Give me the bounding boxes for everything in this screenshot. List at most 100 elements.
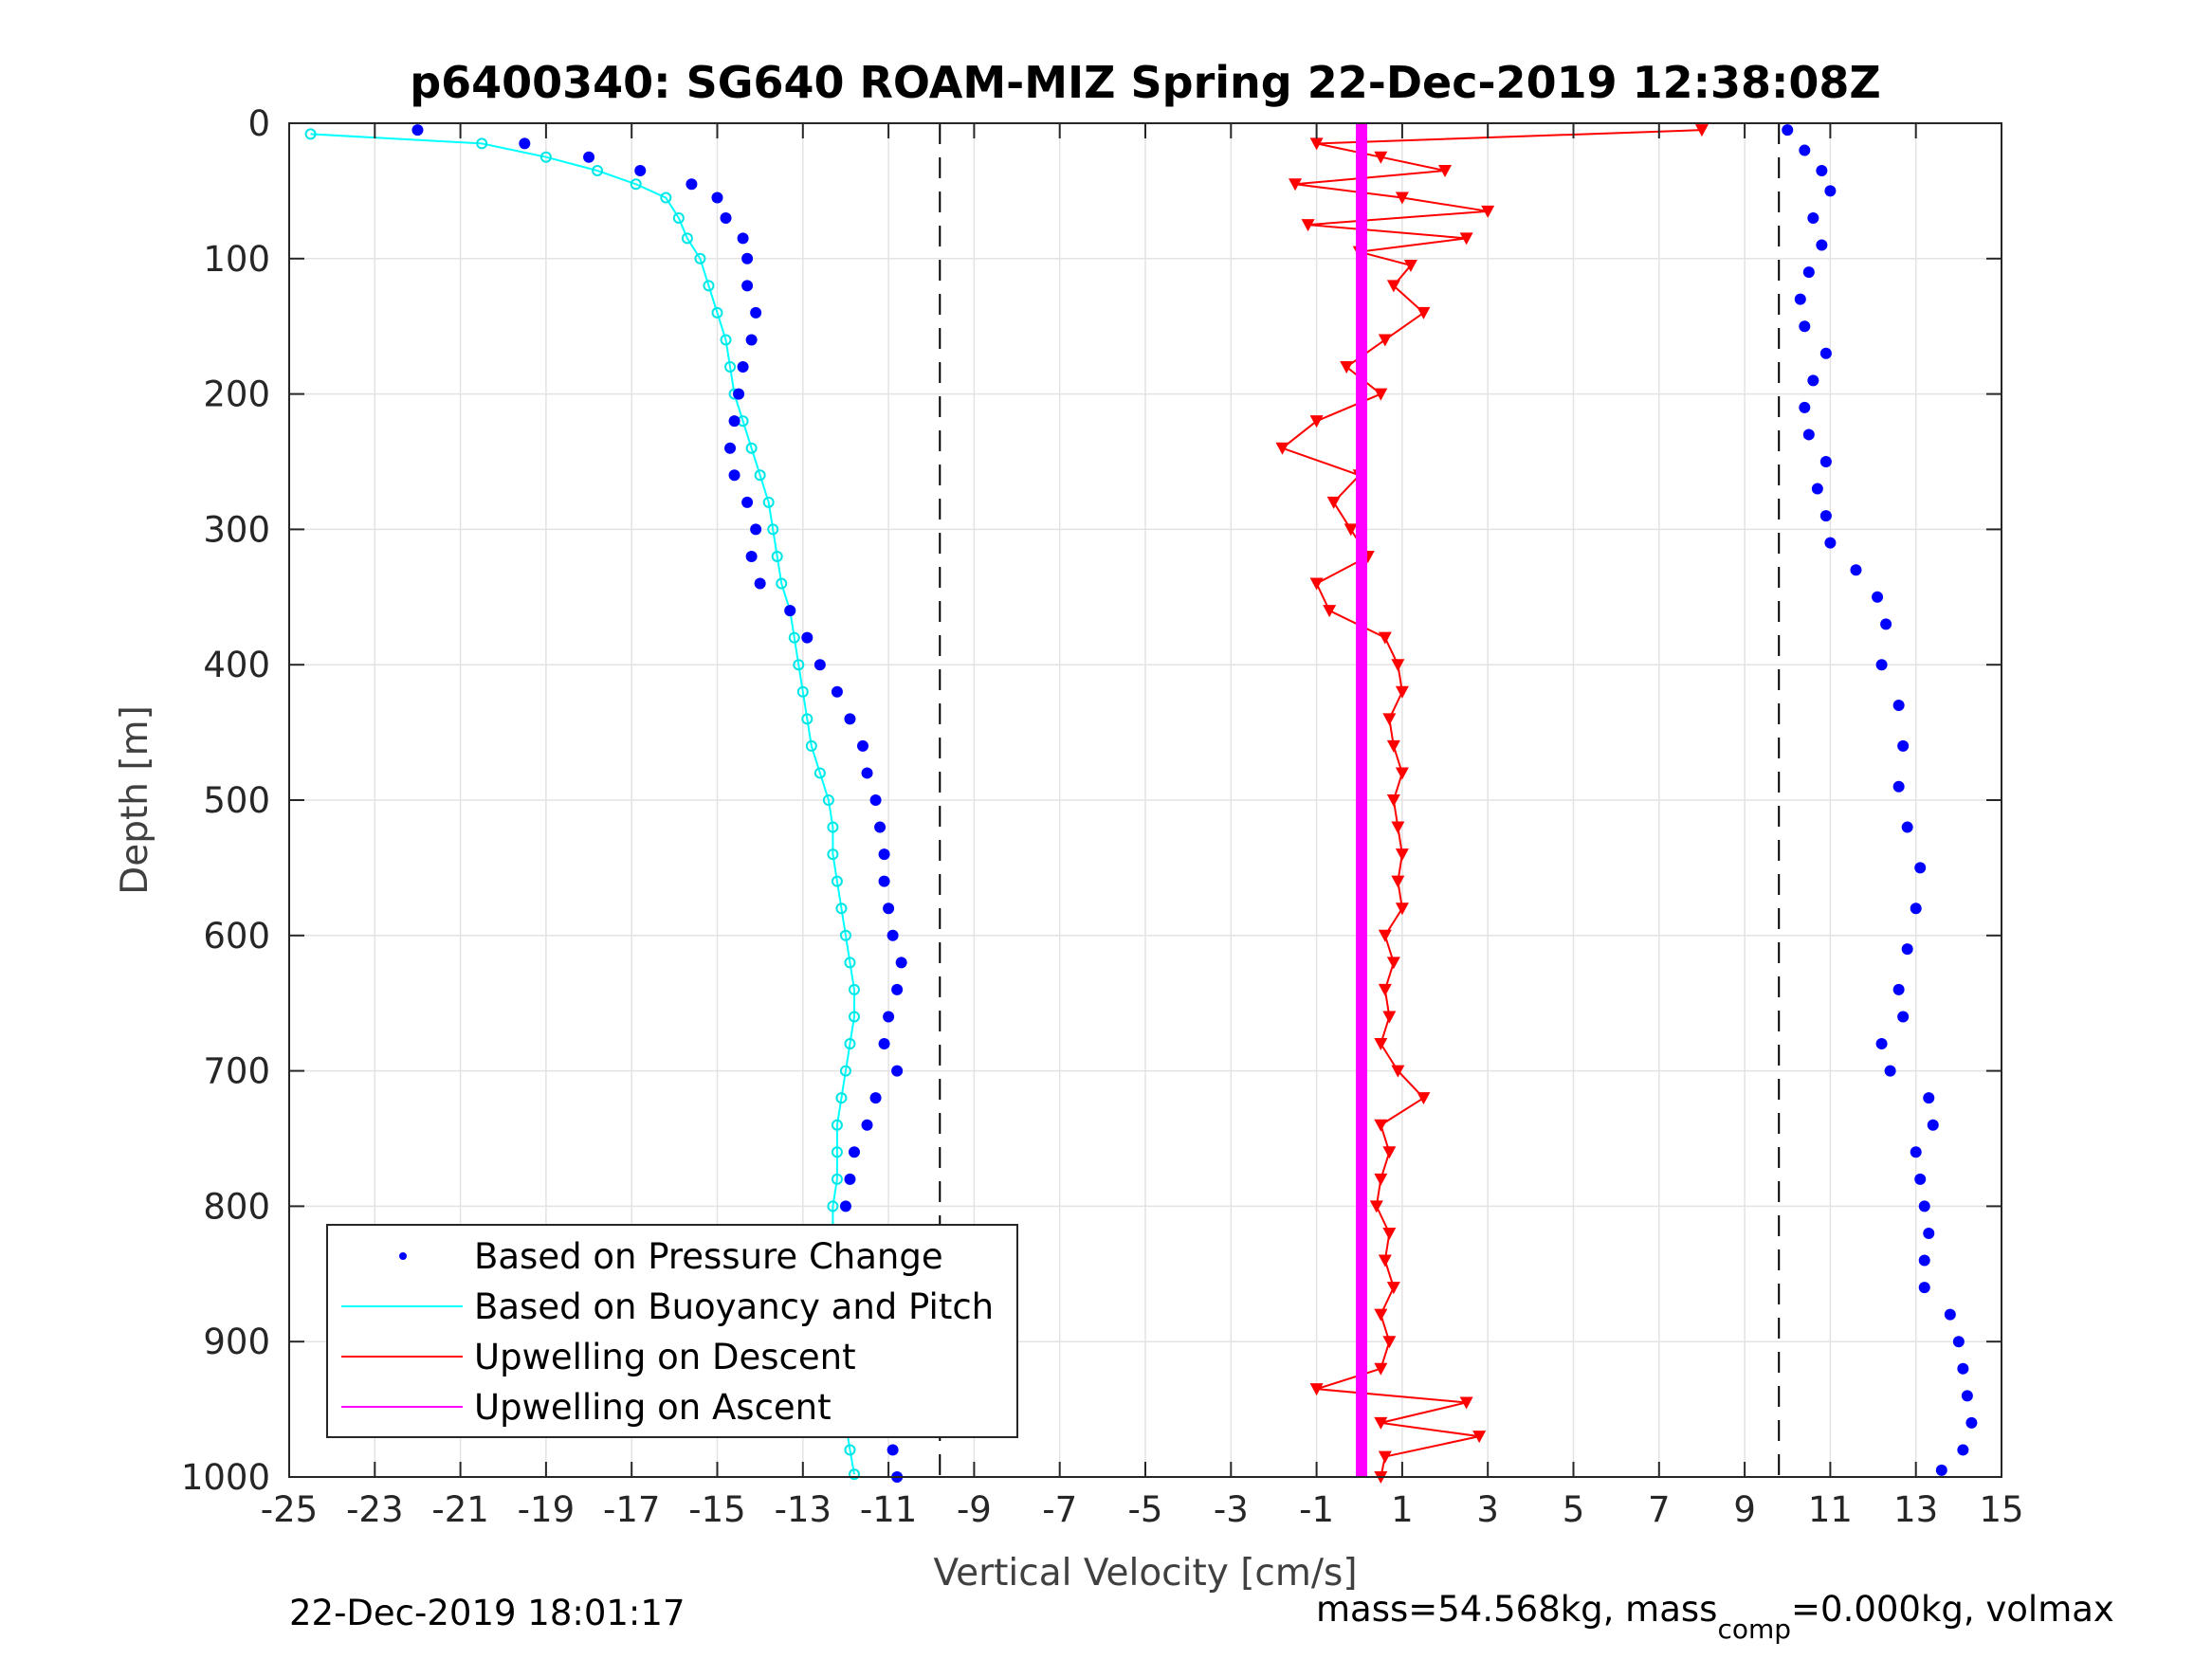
pressure-ascent-point [1794, 293, 1806, 305]
footer-mass-part2: =0.000kg, volmax [1791, 1589, 2114, 1630]
buoyancy-pitch-point [801, 713, 814, 725]
upwelling-descent-line [1280, 129, 1702, 1478]
upwelling-descent-point [1395, 848, 1409, 862]
pressure-descent-point [728, 415, 740, 428]
x-tick-labels: -25 -23 -21 -19 -17 -15 -13 -11 -9 -7 -5 -3 -1 1 3 5 7 9 1… [261, 1489, 2024, 1530]
pressure-descent-point [891, 1065, 904, 1077]
pressure-ascent-point [1901, 943, 1913, 956]
legend: Based on Pressure Change Based on Buoyan… [326, 1224, 1018, 1438]
pressure-ascent-point [1957, 1362, 1969, 1375]
pressure-descent-point [784, 605, 796, 617]
pressure-descent-point [741, 496, 754, 508]
pressure-ascent-point [1897, 739, 1910, 752]
x-tick-label: -15 [688, 1489, 745, 1530]
y-tick-label: 600 [203, 916, 270, 957]
pressure-descent-point [844, 1173, 856, 1185]
buoyancy-pitch-point [835, 1092, 848, 1104]
pressure-ascent-point [1918, 1282, 1930, 1294]
upwelling-descent-point [1326, 496, 1341, 509]
upwelling-descent-point [1382, 1336, 1397, 1349]
buoyancy-pitch-point [592, 164, 604, 176]
y-tick-label: 500 [203, 780, 270, 821]
pressure-descent-point [728, 469, 740, 482]
buoyancy-pitch-point [660, 191, 672, 204]
upwelling-descent-point [1378, 631, 1392, 645]
buoyancy-pitch-point [796, 685, 809, 698]
upwelling-descent-point [1374, 1173, 1388, 1186]
buoyancy-pitch-point [844, 1444, 856, 1456]
buoyancy-pitch-point [822, 794, 834, 806]
x-tick-label: 3 [1476, 1489, 1499, 1530]
pressure-ascent-point [1892, 983, 1905, 995]
upwelling-descent-point [1378, 334, 1392, 347]
pressure-descent-point [814, 659, 826, 671]
upwelling-descent-point [1382, 713, 1397, 726]
buoyancy-pitch-point [831, 875, 843, 887]
y-tick-label: 200 [203, 374, 270, 415]
buoyancy-pitch-point [839, 1065, 851, 1077]
pressure-descent-point [583, 151, 595, 163]
upwelling-descent-point [1417, 1092, 1431, 1105]
pressure-ascent-point [1872, 591, 1884, 603]
pressure-ascent-point [1799, 320, 1811, 333]
y-tick-label: 900 [203, 1322, 270, 1362]
pressure-descent-point [857, 739, 869, 752]
upwelling-descent-point [1694, 124, 1709, 137]
upwelling-descent-point [1374, 388, 1388, 401]
pressure-ascent-point [1802, 428, 1815, 441]
upwelling-descent-point [1391, 821, 1405, 834]
x-tick-label: 13 [1893, 1489, 1938, 1530]
pressure-ascent-point [1880, 618, 1892, 630]
buoyancy-pitch-point [754, 469, 766, 482]
pressure-ascent-point [1965, 1416, 1978, 1429]
pressure-ascent-point [1884, 1065, 1896, 1077]
pressure-descent-point [745, 550, 758, 562]
upwelling-descent-point [1309, 1383, 1324, 1396]
pressure-ascent-point [1850, 564, 1862, 576]
buoyancy-pitch-point [848, 983, 860, 995]
x-tick-label: 11 [1808, 1489, 1853, 1530]
x-tick-label: -13 [775, 1489, 832, 1530]
upwelling-descent-point [1378, 983, 1392, 996]
pressure-descent-point [741, 280, 754, 292]
footer-mass-info: mass=54.568kg, masscomp=0.000kg, volmax [1316, 1589, 2114, 1645]
pressure-ascent-point [1819, 456, 1832, 467]
pressure-ascent-point [1799, 144, 1811, 156]
upwelling-descent-point [1382, 1227, 1397, 1240]
pressure-descent-point [844, 713, 856, 725]
legend-label-buoyancy: Based on Buoyancy and Pitch [474, 1286, 994, 1327]
pressure-descent-point [801, 631, 814, 644]
pressure-ascent-point [1819, 347, 1832, 359]
buoyancy-pitch-point [827, 1200, 839, 1212]
pressure-ascent-point [1918, 1254, 1930, 1267]
pressure-descent-point [733, 388, 745, 400]
pressure-ascent-point [1918, 1200, 1930, 1212]
chart-title: p6400340: SG640 ROAM-MIZ Spring 22-Dec-2… [410, 57, 1881, 108]
pressure-descent-point [848, 1146, 860, 1158]
upwelling-descent-point [1289, 178, 1303, 191]
pressure-ascent-point [1923, 1227, 1935, 1239]
buoyancy-pitch-point [539, 151, 552, 163]
pressure-descent-point [745, 334, 758, 346]
buoyancy-pitch-point [831, 1173, 843, 1185]
legend-label-descent: Upwelling on Descent [474, 1337, 856, 1377]
pressure-ascent-point [1897, 1011, 1910, 1023]
pressure-ascent-point [1914, 862, 1927, 874]
upwelling-descent-point [1459, 1396, 1473, 1410]
y-axis-label: Depth [m] [114, 705, 156, 895]
pressure-descent-point [519, 137, 531, 150]
upwelling-descent-point [1301, 219, 1315, 232]
y-tick-label: 700 [203, 1051, 270, 1092]
pressure-ascent-point [1875, 659, 1888, 671]
pressure-ascent-point [1802, 266, 1815, 279]
pressure-ascent-point [1892, 700, 1905, 712]
pressure-ascent-point [1816, 239, 1828, 251]
buoyancy-pitch-point [835, 902, 848, 915]
pressure-descent-point [754, 577, 766, 590]
upwelling-descent-point [1391, 1065, 1405, 1078]
upwelling-descent-point [1386, 957, 1400, 970]
pressure-descent-point [711, 191, 723, 204]
upwelling-descent-point [1395, 191, 1409, 205]
upwelling-descent-point [1386, 739, 1400, 753]
